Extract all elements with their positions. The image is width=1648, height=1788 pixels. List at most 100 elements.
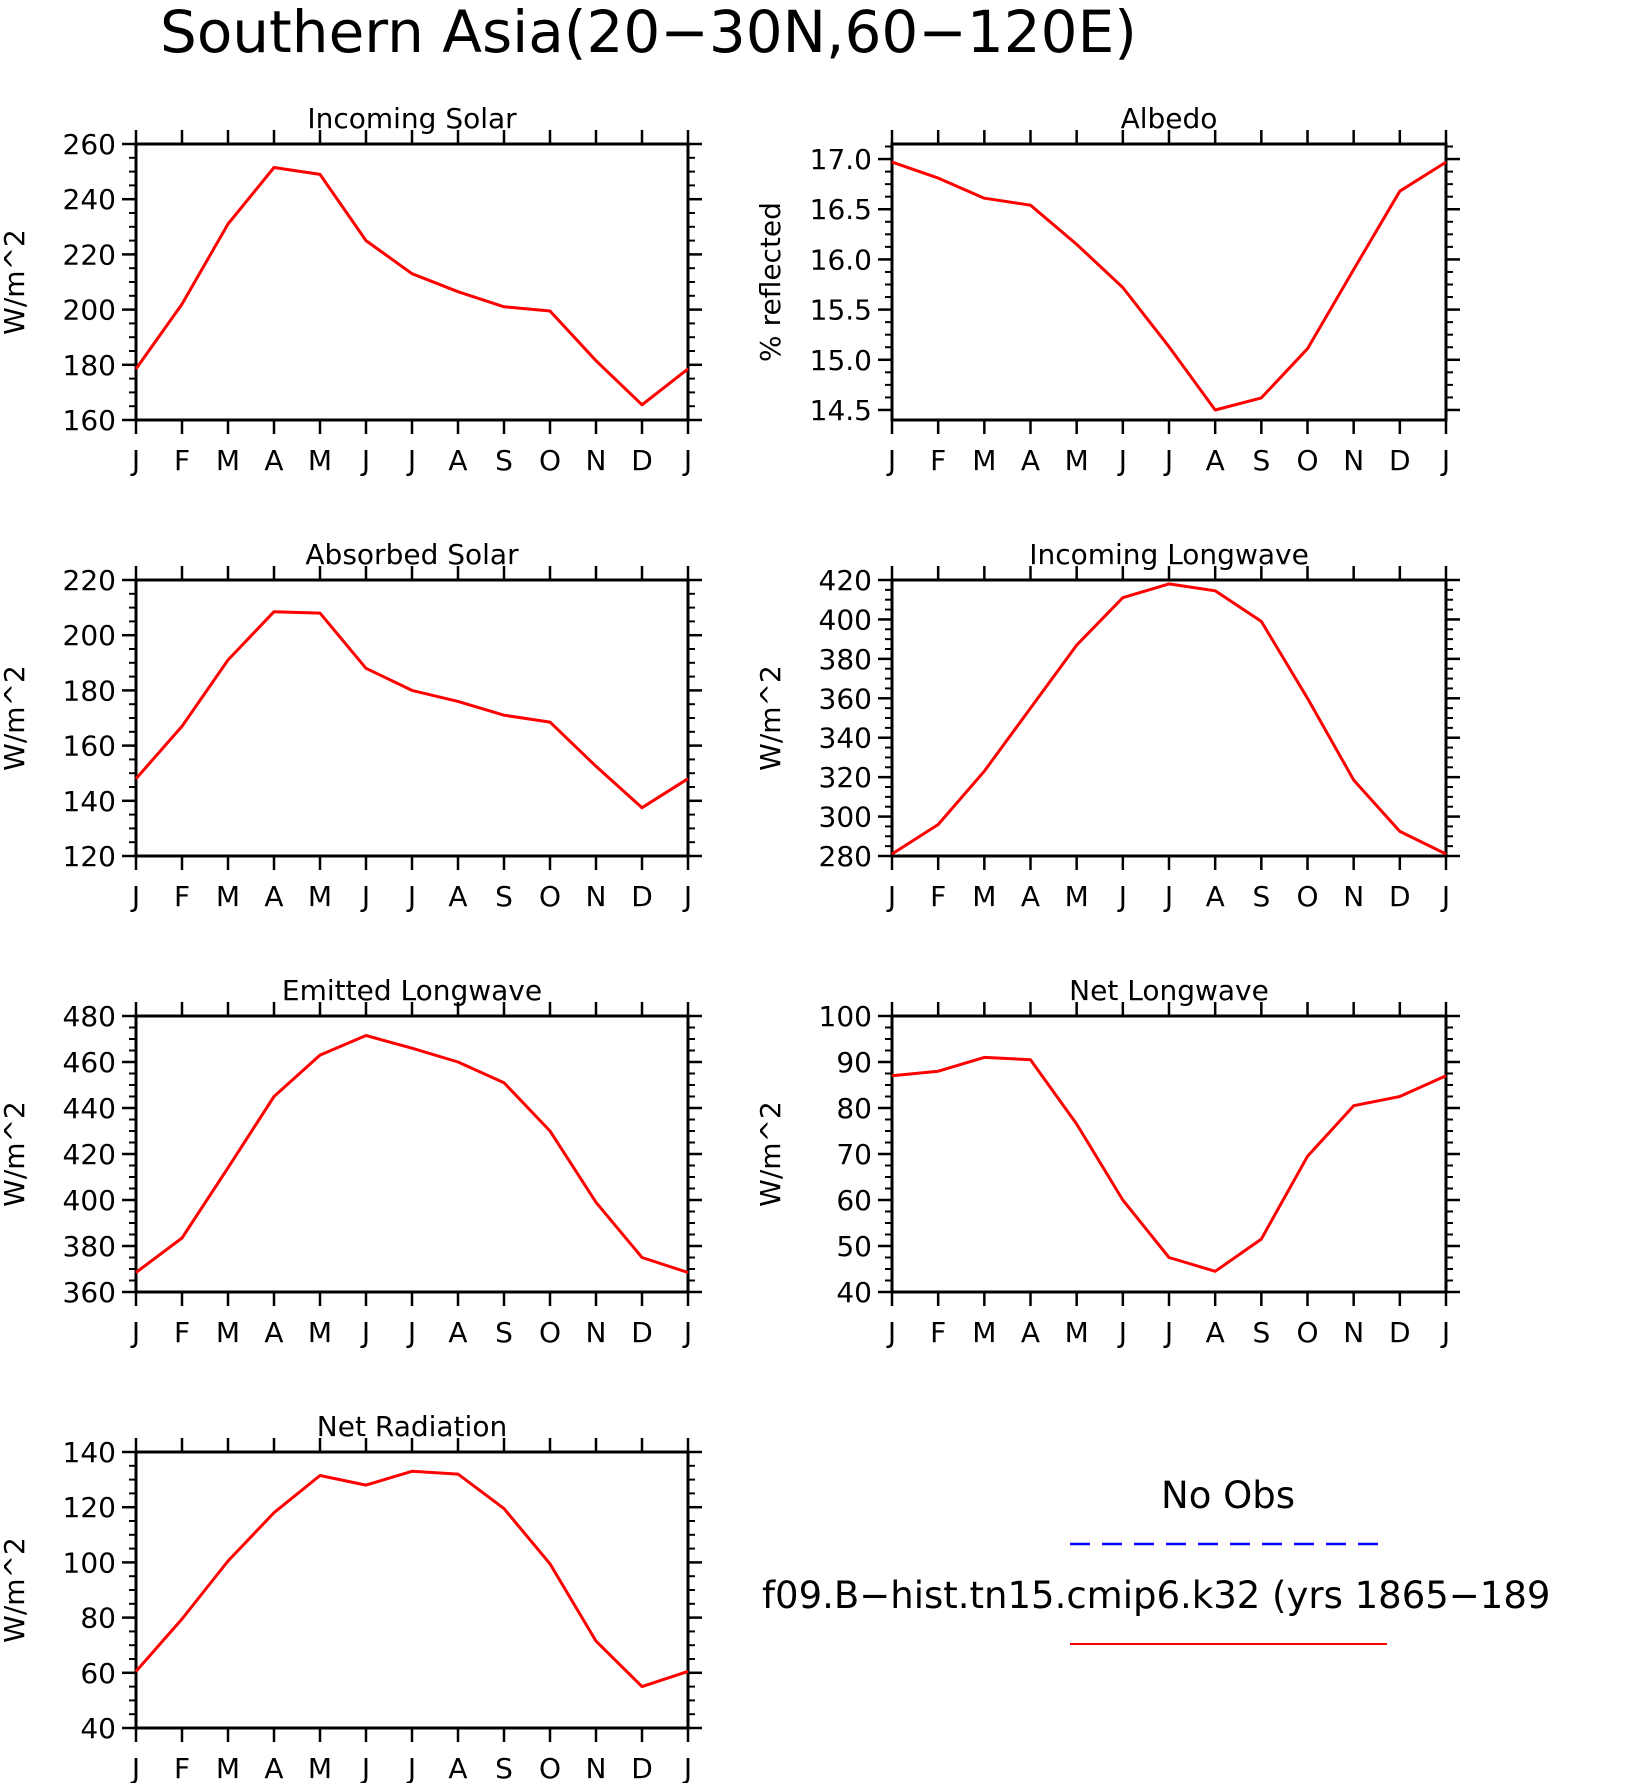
series-line-model [891, 582, 1447, 856]
data-point [1399, 1096, 1401, 1097]
x-tick-label: F [930, 444, 946, 477]
data-point [641, 807, 643, 809]
y-tick-label: 420 [819, 564, 872, 597]
data-point [181, 725, 183, 727]
x-tick-label: J [1440, 880, 1450, 913]
x-tick-label: M [216, 1316, 240, 1349]
panel-title: Absorbed Solar [305, 538, 519, 571]
data-point [983, 197, 985, 199]
x-tick-label: O [539, 1752, 561, 1783]
plot-frame [134, 1014, 690, 1294]
y-tick-label: 420 [63, 1138, 116, 1171]
x-tick-label: F [174, 880, 190, 913]
x-tick-label: J [1117, 444, 1127, 477]
x-tick-label: S [495, 1752, 513, 1783]
x-tick-label: O [1296, 1316, 1318, 1349]
data-point [595, 765, 597, 767]
y-tick-label: 80 [836, 1092, 872, 1125]
data-point [1260, 397, 1262, 399]
y-tick-label: 220 [63, 238, 116, 271]
panel-title: Incoming Longwave [1029, 538, 1309, 571]
data-point [365, 1035, 367, 1036]
y-tick-label: 17.0 [810, 143, 872, 176]
data-point [1122, 287, 1124, 288]
x-tick-label: O [1296, 444, 1318, 477]
data-point [411, 1047, 413, 1049]
x-tick-label: J [130, 1316, 140, 1349]
x-tick-label: D [1389, 1316, 1411, 1349]
x-tick-label: J [360, 880, 370, 913]
y-axis-label: W/m^2 [0, 1537, 31, 1643]
y-tick-label: 480 [63, 1000, 116, 1033]
data-point [319, 612, 321, 614]
data-point [503, 306, 505, 308]
y-axis-label: % reflected [754, 202, 787, 362]
data-point [273, 1096, 275, 1097]
x-tick-label: J [130, 444, 140, 477]
x-tick-label: A [1206, 1316, 1225, 1349]
x-tick-label: S [495, 444, 513, 477]
data-point [641, 404, 643, 406]
x-tick-label: J [1440, 1316, 1450, 1349]
x-tick-label: M [972, 444, 996, 477]
data-point [319, 1054, 321, 1056]
plot-frame [890, 578, 1448, 858]
data-point [273, 611, 275, 613]
x-tick-label: F [930, 880, 946, 913]
series-line-model [135, 1034, 689, 1274]
data-point [1168, 346, 1170, 348]
y-tick-label: 14.5 [810, 394, 872, 427]
data-point [1214, 590, 1216, 592]
data-point [1399, 190, 1401, 192]
y-tick-label: 90 [836, 1046, 872, 1079]
x-tick-label: A [448, 444, 467, 477]
y-axis-label: W/m^2 [754, 1101, 787, 1207]
y-tick-label: 60 [80, 1657, 116, 1690]
y-tick-label: 100 [819, 1000, 872, 1033]
y-tick-label: 16.5 [810, 193, 872, 226]
data-point [549, 1130, 551, 1132]
x-tick-label: A [1021, 880, 1040, 913]
x-tick-label: D [631, 880, 653, 913]
data-point [687, 1272, 689, 1273]
y-tick-label: 60 [836, 1184, 872, 1217]
data-point [319, 1475, 321, 1476]
y-tick-label: 340 [819, 722, 872, 755]
x-tick-label: M [972, 1316, 996, 1349]
x-tick-label: J [406, 444, 416, 477]
x-tick-label: O [539, 1316, 561, 1349]
x-tick-label: D [1389, 880, 1411, 913]
data-point [411, 689, 413, 691]
data-point [983, 1056, 985, 1058]
x-tick-label: J [682, 880, 692, 913]
y-tick-label: 160 [63, 730, 116, 763]
y-tick-label: 260 [63, 128, 116, 161]
x-tick-label: J [682, 1752, 692, 1783]
y-tick-label: 120 [63, 1491, 116, 1524]
data-point [1445, 161, 1447, 163]
panel-title: Albedo [1121, 102, 1218, 135]
data-point [227, 1167, 229, 1169]
x-tick-label: J [360, 1752, 370, 1783]
data-point [457, 291, 459, 293]
x-tick-label: S [495, 1316, 513, 1349]
data-point [1076, 243, 1078, 245]
data-point [983, 770, 985, 772]
data-point [1030, 707, 1031, 709]
data-point [1214, 409, 1216, 411]
x-tick-label: N [1343, 880, 1364, 913]
plot-frame [890, 142, 1448, 422]
x-tick-label: A [1021, 444, 1040, 477]
y-tick-label: 180 [63, 674, 116, 707]
data-point [503, 1082, 505, 1084]
data-point [595, 1640, 597, 1642]
y-tick-label: 440 [63, 1092, 116, 1125]
data-point [457, 1473, 459, 1475]
y-tick-label: 400 [63, 1184, 116, 1217]
x-tick-label: J [360, 444, 370, 477]
y-tick-label: 40 [836, 1276, 872, 1309]
y-tick-label: 220 [63, 564, 116, 597]
